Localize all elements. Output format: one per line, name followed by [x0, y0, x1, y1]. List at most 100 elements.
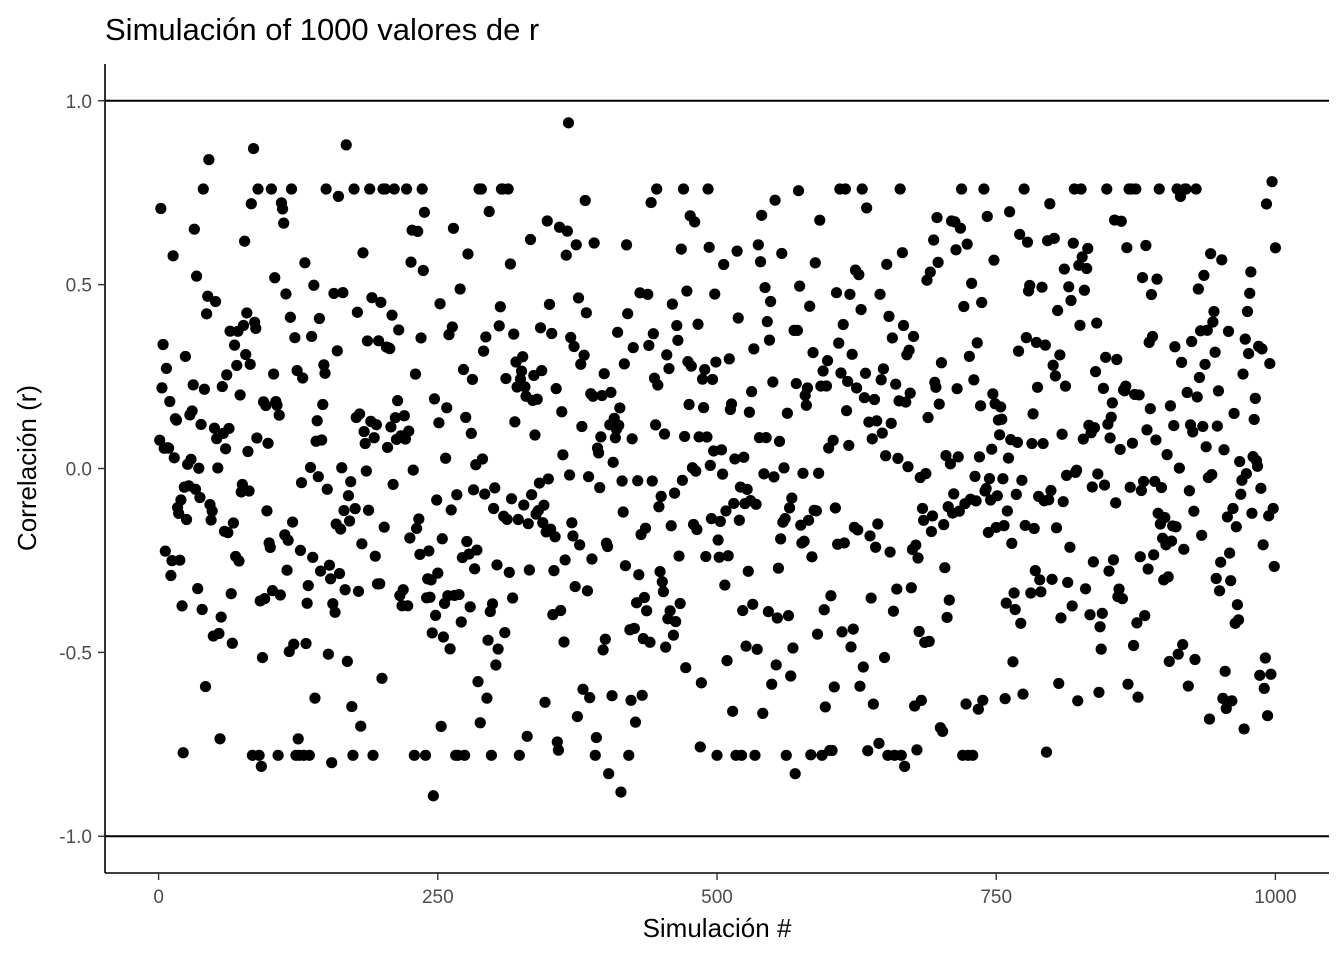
data-point — [223, 422, 235, 435]
data-point — [322, 648, 334, 660]
data-point — [331, 345, 343, 357]
data-point — [775, 533, 787, 545]
data-point — [902, 461, 914, 473]
data-point — [537, 517, 549, 529]
data-point — [1142, 563, 1154, 575]
data-point — [1146, 330, 1159, 343]
data-point — [1178, 543, 1190, 555]
data-point — [214, 733, 226, 745]
data-point — [479, 488, 491, 500]
data-point — [1056, 428, 1068, 440]
data-point — [950, 244, 962, 256]
data-point — [639, 522, 652, 534]
data-point — [1055, 612, 1067, 624]
data-point — [599, 633, 611, 645]
data-point — [457, 363, 470, 376]
data-point — [805, 749, 817, 761]
data-point — [451, 489, 463, 501]
data-point — [550, 383, 562, 395]
data-point — [670, 616, 682, 628]
data-point — [606, 690, 618, 702]
data-point — [367, 749, 379, 761]
data-point — [971, 337, 983, 349]
data-point — [206, 505, 218, 517]
data-point — [1018, 183, 1030, 195]
data-point — [418, 206, 430, 218]
data-point — [192, 583, 204, 595]
data-point — [209, 295, 222, 308]
data-point — [441, 402, 453, 414]
data-point — [256, 651, 269, 664]
data-point — [1145, 288, 1158, 301]
data-point — [159, 545, 171, 557]
data-point — [900, 396, 912, 408]
data-point — [821, 355, 834, 367]
data-point — [1114, 443, 1126, 456]
data-point — [833, 337, 845, 349]
data-point — [677, 183, 690, 195]
data-point — [285, 183, 298, 195]
data-point — [405, 256, 417, 268]
data-point — [622, 308, 634, 320]
data-point — [446, 321, 458, 333]
data-point — [738, 451, 750, 463]
data-point — [318, 359, 330, 371]
data-point — [354, 408, 366, 420]
data-point — [398, 410, 410, 422]
data-point — [589, 749, 601, 761]
data-point — [1266, 176, 1278, 188]
data-point — [1127, 639, 1140, 652]
data-point — [571, 711, 584, 723]
data-point — [566, 517, 578, 529]
data-point — [519, 381, 531, 393]
data-point — [538, 499, 550, 511]
data-point — [638, 591, 651, 604]
data-point — [329, 606, 341, 618]
data-point — [507, 592, 519, 604]
data-point — [1261, 710, 1274, 722]
data-point — [212, 462, 224, 474]
data-point — [696, 373, 709, 385]
data-point — [475, 183, 487, 195]
data-point — [576, 420, 588, 433]
data-point — [1075, 183, 1087, 195]
data-point — [1219, 665, 1231, 677]
data-point — [594, 482, 606, 494]
data-point — [966, 277, 978, 289]
data-point — [999, 693, 1011, 705]
data-point — [817, 365, 829, 377]
data-point — [288, 638, 300, 650]
data-point — [1115, 215, 1127, 227]
data-point — [987, 388, 999, 400]
data-point — [1245, 266, 1257, 278]
data-point — [948, 488, 960, 500]
data-point — [858, 392, 871, 404]
data-point — [809, 257, 821, 269]
data-point — [239, 235, 251, 247]
data-point — [536, 365, 548, 377]
data-point — [1026, 437, 1038, 450]
data-point — [560, 249, 572, 261]
data-point — [366, 292, 378, 304]
data-point — [167, 250, 179, 262]
data-point — [776, 247, 788, 260]
data-point — [1196, 529, 1208, 541]
data-point — [1021, 236, 1034, 248]
data-point — [785, 670, 797, 682]
data-point — [455, 616, 467, 628]
data-point — [226, 637, 238, 649]
data-point — [413, 513, 425, 525]
data-point — [319, 367, 331, 379]
data-point — [746, 386, 758, 398]
data-point — [1076, 251, 1088, 263]
data-point — [676, 474, 688, 486]
data-point — [203, 154, 215, 166]
data-point — [531, 393, 543, 405]
data-point — [403, 425, 415, 437]
data-point — [584, 692, 596, 704]
data-point — [190, 270, 203, 282]
data-point — [1139, 610, 1151, 622]
data-point — [897, 319, 910, 332]
data-point — [280, 288, 292, 300]
data-point — [883, 310, 895, 322]
